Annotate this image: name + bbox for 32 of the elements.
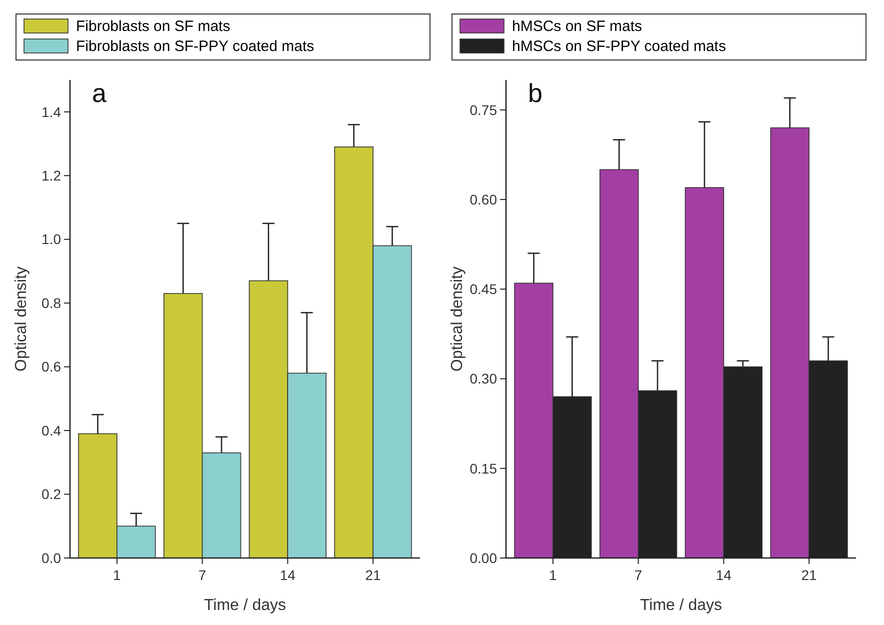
x-tick-label: 21 <box>801 567 818 583</box>
legend-label: Fibroblasts on SF mats <box>76 18 230 35</box>
x-tick-label: 1 <box>113 567 122 583</box>
y-tick-label: 0.75 <box>470 102 498 118</box>
y-axis-title: Optical density <box>449 266 466 372</box>
y-tick-label: 0.15 <box>470 460 498 476</box>
legend-label: hMSCs on SF mats <box>512 18 642 35</box>
y-tick-label: 0.4 <box>42 422 62 438</box>
y-tick-label: 0.0 <box>42 550 62 566</box>
y-tick-label: 0.00 <box>470 550 498 566</box>
y-tick-label: 1.2 <box>42 168 62 184</box>
y-tick-label: 0.6 <box>42 358 62 375</box>
x-tick-label: 14 <box>716 567 732 583</box>
x-tick-label: 7 <box>198 567 206 583</box>
y-axis-title: Optical density <box>13 266 30 372</box>
legend-label: Fibroblasts on SF-PPY coated mats <box>76 38 314 55</box>
x-tick-label: 14 <box>280 567 296 583</box>
x-tick-label: 7 <box>634 567 642 583</box>
x-tick-label: 21 <box>365 567 382 583</box>
x-tick-label: 1 <box>549 567 558 583</box>
x-axis-title: Time / days <box>640 597 722 614</box>
x-axis-title: Time / days <box>204 597 286 614</box>
y-tick-label: 0.8 <box>42 294 62 311</box>
annotation: a <box>92 78 107 108</box>
annotation: b <box>528 78 542 108</box>
y-tick-label: 0.2 <box>42 486 62 502</box>
legend-label: hMSCs on SF-PPY coated mats <box>512 38 726 55</box>
y-tick-label: 0.45 <box>470 281 498 298</box>
y-tick-label: 1.0 <box>42 231 62 248</box>
y-tick-label: 0.30 <box>470 370 498 387</box>
y-tick-label: 0.60 <box>470 191 498 208</box>
y-tick-label: 1.4 <box>42 104 62 120</box>
